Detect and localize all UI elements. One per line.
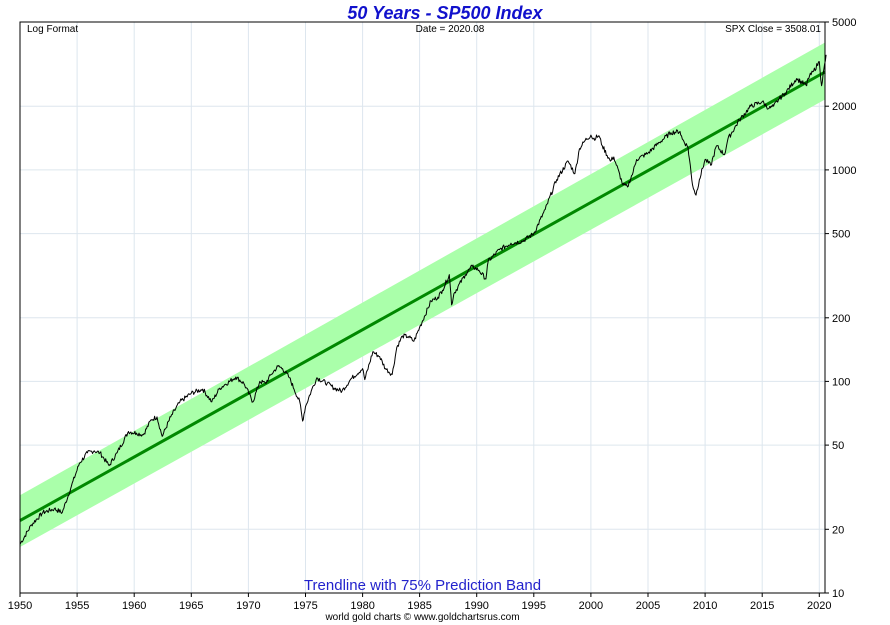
x-tick-label: 2010: [693, 600, 717, 612]
x-axis: 1950 1955 1960 1965 1970 1975 1980 1985 1990 1995…: [8, 593, 832, 612]
x-tick-label: 1995: [522, 600, 546, 612]
y-axis: 10 20 50 100 200 500 1000 2000 5000: [825, 17, 856, 600]
price-layer: [19, 54, 827, 545]
y-tick-label: 50: [832, 440, 844, 452]
plot-frame: [19, 21, 826, 594]
x-tick-label: 1985: [407, 600, 431, 612]
chart-subtitle: Trendline with 75% Prediction Band: [303, 577, 542, 594]
x-tick-label: 1950: [8, 600, 32, 612]
chart-credit: world gold charts © www.goldchartsrus.co…: [325, 612, 520, 623]
x-tick-label: 2015: [750, 600, 774, 612]
x-tick-label: 1990: [464, 600, 488, 612]
y-tick-label: 1000: [832, 165, 856, 177]
y-tick-label: 20: [832, 524, 844, 536]
y-tick-label: 500: [832, 229, 850, 241]
y-tick-label: 10: [832, 588, 844, 600]
trendline: [19, 70, 826, 522]
x-tick-label: 1970: [236, 600, 260, 612]
x-tick-label: 2000: [579, 600, 603, 612]
chart-title: 50 Years - SP500 Index: [347, 3, 543, 23]
x-tick-label: 2005: [636, 600, 660, 612]
y-tick-label: 200: [832, 313, 850, 325]
x-tick-label: 1975: [293, 600, 317, 612]
log-format-label: Log Format: [27, 24, 79, 35]
y-tick-label: 100: [832, 376, 850, 388]
y-tick-label: 5000: [832, 17, 856, 29]
date-label: Date = 2020.08: [415, 24, 485, 35]
y-tick-label: 2000: [832, 101, 856, 113]
close-label: SPX Close = 3508.01: [725, 24, 821, 35]
x-tick-label: 2020: [807, 600, 831, 612]
x-tick-label: 1955: [65, 600, 89, 612]
x-tick-label: 1960: [122, 600, 146, 612]
x-tick-label: 1965: [179, 600, 203, 612]
trend-layer: [19, 70, 826, 522]
x-tick-label: 1980: [350, 600, 374, 612]
spx-price-line: [19, 54, 827, 545]
